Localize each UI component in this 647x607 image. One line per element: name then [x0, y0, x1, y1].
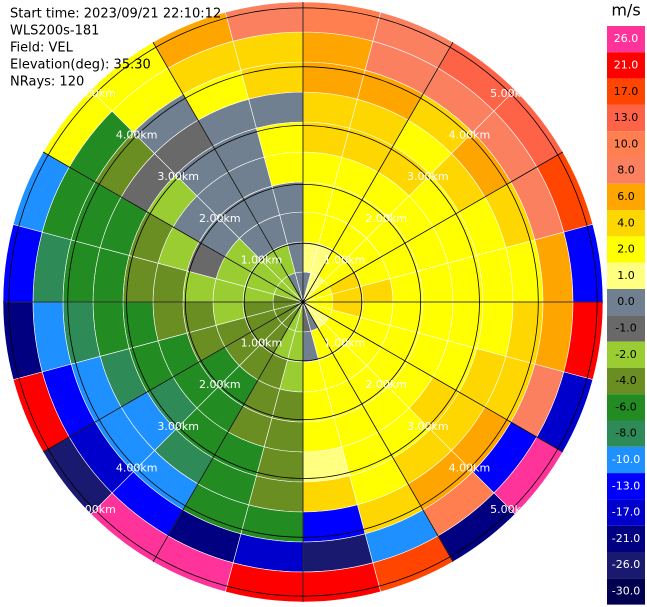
colorbar-label: 0.0	[617, 295, 635, 308]
range-label: 3.00km	[407, 170, 449, 183]
range-ring	[243, 242, 363, 362]
colorbar-box	[607, 131, 645, 158]
range-ring	[184, 183, 422, 421]
range-label: 1.00km	[241, 337, 283, 350]
range-label: 5.00km	[490, 503, 532, 516]
colorbar-label: -30.0	[612, 584, 640, 597]
colorbar-box	[607, 289, 645, 316]
colorbar-box	[607, 499, 645, 526]
colorbar-box	[607, 341, 645, 368]
range-label: 2.00km	[365, 378, 407, 391]
colorbar-box	[607, 367, 645, 395]
colorbar-box	[607, 394, 645, 421]
spoke	[302, 301, 454, 563]
header-line: WLS200s-181	[10, 24, 99, 39]
range-label: 3.00km	[157, 420, 199, 433]
range-ring	[8, 7, 598, 597]
range-label: 4.00km	[449, 129, 491, 142]
colorbar-box	[607, 473, 645, 500]
range-label: 3.00km	[407, 420, 449, 433]
colorbar-label: 17.0	[614, 85, 639, 98]
header-line: Field: VEL	[10, 41, 74, 56]
colorbar-label: -10.0	[612, 453, 640, 466]
range-ring	[67, 66, 539, 538]
range-label: 2.00km	[199, 212, 241, 225]
spoke	[152, 41, 304, 303]
overlay: Start time: 2023/09/21 22:10:12 WLS200s-1…	[10, 1, 645, 605]
spoke	[42, 301, 304, 453]
colorbar-box	[607, 315, 645, 342]
polar-grid: 1.00km 1.00km 1.00km 1.00km 2.00km 2.00km 2.00…	[3, 2, 603, 602]
range-label: 3.00km	[157, 170, 199, 183]
range-ring	[126, 125, 480, 479]
colorbar-box	[607, 552, 645, 579]
colorbar-label: -1.0	[615, 321, 636, 334]
colorbar-label: -4.0	[615, 374, 636, 387]
range-label: 5.00km	[74, 87, 116, 100]
colorbar-box	[607, 578, 645, 605]
colorbar-label: 26.0	[614, 32, 639, 45]
colorbar-label: 10.0	[614, 137, 639, 150]
colorbar-label: 4.0	[617, 216, 635, 229]
spoke	[302, 151, 564, 303]
range-label: 2.00km	[365, 212, 407, 225]
colorbar-label: 2.0	[617, 243, 635, 256]
header-line: NRays: 120	[10, 75, 84, 90]
colorbar-label: -2.0	[615, 348, 636, 361]
colorbar-box	[607, 262, 645, 289]
colorbar-unit: m/s	[611, 1, 640, 20]
colorbar-label: -26.0	[612, 558, 640, 571]
colorbar-label: 6.0	[617, 190, 635, 203]
colorbar-label: -13.0	[612, 479, 640, 492]
colorbar-box	[607, 446, 645, 474]
range-label: 2.00km	[199, 378, 241, 391]
colorbar-label: -8.0	[615, 427, 636, 440]
range-label: 1.00km	[324, 253, 366, 266]
range-label: 5.00km	[490, 87, 532, 100]
colorbar-label: 8.0	[617, 164, 635, 177]
colorbar-label: 21.0	[614, 58, 639, 71]
colorbar-box	[607, 525, 645, 552]
range-label: 5.00km	[74, 503, 116, 516]
range-label: 4.00km	[449, 461, 491, 474]
spoke	[302, 301, 564, 453]
colorbar-box	[607, 157, 645, 184]
velocity-field	[2, 1, 604, 603]
colorbar-box	[607, 420, 645, 447]
colorbar-label: 1.0	[617, 269, 635, 282]
colorbar-label: -21.0	[612, 532, 640, 545]
spoke	[42, 151, 304, 303]
colorbar-box	[607, 26, 645, 53]
range-label: 4.00km	[116, 129, 158, 142]
range-label: 1.00km	[324, 337, 366, 350]
colorbar-label: -17.0	[612, 506, 640, 519]
range-label: 1.00km	[241, 253, 283, 266]
colorbar-box	[607, 52, 645, 79]
header-line: Start time: 2023/09/21 22:10:12	[10, 7, 221, 22]
colorbar-label: 13.0	[614, 111, 639, 124]
range-label: 4.00km	[116, 461, 158, 474]
colorbar-box	[607, 104, 645, 132]
colorbar-label: -6.0	[615, 400, 636, 413]
colorbar-box	[607, 236, 645, 263]
colorbar-box	[607, 183, 645, 211]
header-line: Elevation(deg): 35.30	[10, 58, 151, 73]
spoke	[302, 41, 454, 303]
colorbar-box	[607, 210, 645, 237]
colorbar-box	[607, 78, 645, 105]
spoke	[152, 301, 304, 563]
